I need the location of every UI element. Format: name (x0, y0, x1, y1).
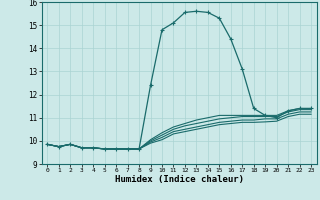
X-axis label: Humidex (Indice chaleur): Humidex (Indice chaleur) (115, 175, 244, 184)
